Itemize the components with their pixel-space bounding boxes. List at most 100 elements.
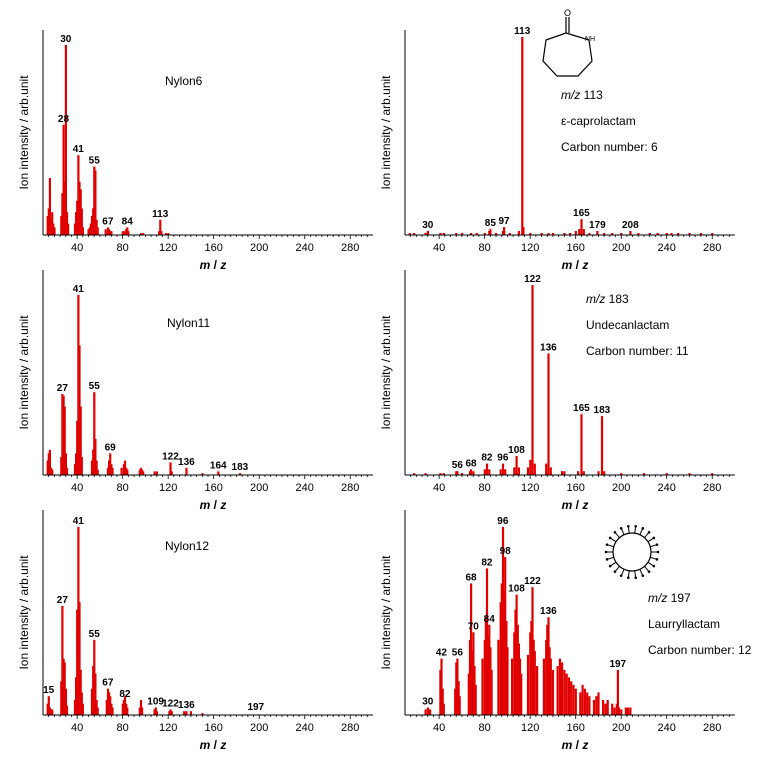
- x-tick-label: 160: [205, 482, 223, 494]
- spectrum-bar: [617, 707, 621, 715]
- caprolactam-structure-icon: O NH: [542, 8, 595, 77]
- spectrum-bar: [518, 658, 522, 715]
- spectrum-bar: [677, 233, 680, 235]
- x-tick-label: 40: [433, 242, 445, 254]
- spectrum-bar: [424, 233, 427, 235]
- spectrum-bar: [78, 345, 81, 475]
- peak-label: 164: [210, 460, 227, 471]
- spectrum-bar: [624, 707, 627, 715]
- spectrum-bar: [470, 233, 473, 235]
- peak-label: 82: [119, 689, 131, 700]
- spectrum-bar: [611, 703, 614, 715]
- spectrum-bar: [169, 709, 172, 715]
- panel-legend: Nylon11: [167, 316, 210, 330]
- spectrum-bar: [561, 471, 564, 475]
- spectrum-bar: [588, 696, 591, 715]
- spectrum-bar: [183, 711, 186, 715]
- spectrum-bar: [64, 688, 67, 715]
- panel-legend: Nylon6: [165, 74, 203, 88]
- spectrum-bar: [185, 711, 188, 715]
- spectrum-bar: [48, 178, 51, 235]
- x-tick-label: 80: [479, 722, 491, 734]
- x-tick-label: 200: [250, 482, 268, 494]
- spectrum-bar: [578, 229, 581, 235]
- spectrum-bar: [563, 233, 566, 235]
- spectrum-bar: [121, 703, 124, 715]
- spectrum-bar: [426, 231, 429, 235]
- x-tick-label: 280: [703, 242, 721, 254]
- x-tick-label: 80: [479, 242, 491, 254]
- spectrum-bar: [126, 227, 129, 235]
- y-axis-label: Ion intensity / arb.unit: [379, 75, 393, 190]
- spectrum-bar: [586, 692, 589, 715]
- peak-label: 55: [89, 629, 101, 640]
- spectrum-bar: [441, 688, 444, 715]
- spectrum-bar: [460, 233, 464, 235]
- spectrum-bar: [711, 233, 714, 235]
- x-tick-label: 240: [658, 482, 676, 494]
- spectrum-bar: [93, 392, 96, 475]
- spectrum-bar: [517, 231, 520, 235]
- spectrum-bar: [63, 662, 66, 715]
- spectrum-bar: [522, 227, 525, 235]
- spectrum-bar: [656, 233, 659, 235]
- spectrum-bar: [699, 233, 703, 235]
- x-tick-label: 240: [658, 242, 676, 254]
- spectrum-bar: [109, 231, 112, 235]
- spectrum-bar: [90, 460, 94, 475]
- x-tick-label: 40: [433, 482, 445, 494]
- x-axis-label: m / z: [200, 258, 227, 272]
- spectrum-bar: [572, 684, 575, 715]
- spectrum-bar: [470, 583, 473, 715]
- spectrum-bar: [688, 473, 691, 475]
- spectrum-bar: [574, 231, 577, 235]
- spectrum-bar: [582, 229, 585, 235]
- peak-label: 108: [508, 445, 525, 456]
- spectrum-bar: [111, 467, 114, 475]
- spectrum-bar: [458, 696, 461, 715]
- peak-label: 41: [73, 516, 85, 527]
- spectrum-bar: [62, 124, 65, 235]
- x-axis-label: m / z: [200, 498, 227, 512]
- spectrum-bar: [500, 583, 503, 715]
- spectrum-bar: [596, 231, 599, 235]
- spectrum-bar: [455, 233, 458, 235]
- spectrum-bar: [439, 473, 442, 475]
- spectrum-bar: [90, 216, 94, 235]
- x-axis-label: m / z: [562, 738, 589, 752]
- spectrum-bar: [78, 181, 81, 235]
- spectrum-bar: [93, 639, 96, 715]
- spectrum-bar: [170, 471, 173, 475]
- peak-label: 165: [573, 208, 590, 219]
- x-tick-label: 160: [567, 722, 585, 734]
- spectrum-bar: [170, 711, 173, 715]
- spectrum-bar: [529, 459, 532, 475]
- x-tick-label: 280: [703, 722, 721, 734]
- annotation-line: Carbon number: 12: [648, 643, 752, 657]
- spectrum-bar: [595, 696, 598, 715]
- panel-legend: Nylon12: [165, 539, 209, 553]
- spectrum-bar: [65, 705, 69, 715]
- spectrum-bar: [611, 233, 614, 235]
- peak-label: 98: [500, 546, 512, 557]
- spectrum-bar: [547, 233, 550, 235]
- spectrum-bar: [567, 677, 571, 715]
- spectrum-bar: [201, 713, 204, 715]
- peak-label: 165: [573, 403, 590, 414]
- spectrum-bar: [503, 227, 506, 235]
- peak-label: 28: [58, 114, 70, 125]
- spectrum-bar: [545, 463, 548, 475]
- peak-label: 84: [122, 216, 134, 227]
- x-tick-label: 120: [521, 482, 539, 494]
- x-tick-label: 200: [612, 722, 630, 734]
- y-axis-label: Ion intensity / arb.unit: [379, 315, 393, 430]
- spectrum-bar: [485, 463, 489, 475]
- spectrum-bar: [526, 654, 530, 715]
- spectrum-bar: [670, 233, 673, 235]
- spectrum-bar: [504, 469, 507, 475]
- y-axis-label: Ion intensity / arb.unit: [17, 75, 31, 190]
- spectrum-bar: [520, 673, 523, 715]
- peak-label: 179: [589, 220, 606, 231]
- spectrum-bar: [159, 219, 162, 235]
